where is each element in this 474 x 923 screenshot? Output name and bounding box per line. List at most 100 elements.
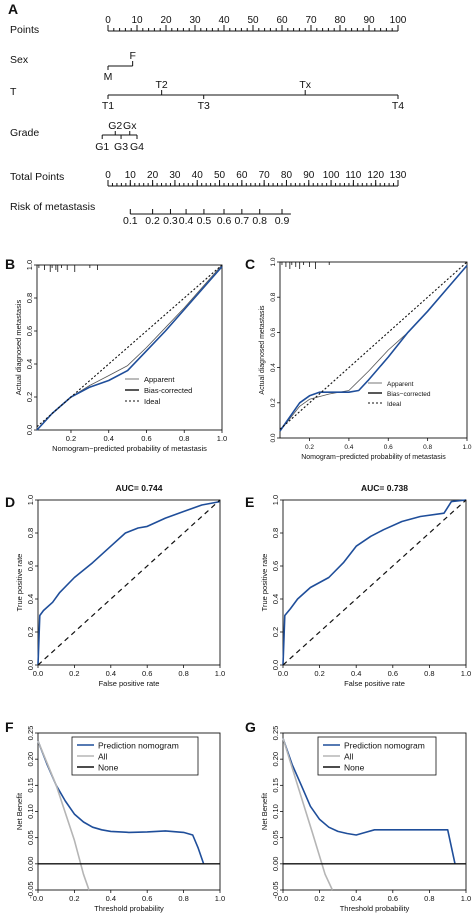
y-tick-label: 0.20 <box>271 752 280 767</box>
nomogram-tick-label: 90 <box>363 15 375 26</box>
nomogram-risk-label: 0.6 <box>217 215 232 227</box>
nomogram-tick-label: 120 <box>367 170 384 181</box>
legend-label: All <box>344 752 354 762</box>
nomogram-category-label: T3 <box>198 100 210 112</box>
y-tick-label: 0.0 <box>26 660 35 670</box>
nomogram-category-label: F <box>129 50 135 62</box>
nomogram-category-label: M <box>104 71 113 83</box>
panel-f: F 0.0 0.2 0.4 0.6 0.8 1.0 -0.05 0.00 0.05 0.10 0.15… <box>5 719 225 913</box>
y-tick-label: 0.8 <box>271 528 280 538</box>
x-tick-label: 0.2 <box>69 669 79 678</box>
x-tick-label: 0.6 <box>142 894 152 903</box>
nomogram-tick-label: 10 <box>125 170 137 181</box>
panel-e: E 0.0 0.2 0.4 0.6 0.8 1.0 0.0 0.2 0.4 0.6 0.8 1.0 Fal… <box>245 483 471 688</box>
y-tick-label: 0.05 <box>26 830 35 845</box>
legend-label: Prediction nomogram <box>98 741 179 751</box>
series-line-b-2 <box>36 264 223 428</box>
x-tick-label: 0.4 <box>344 444 353 451</box>
nomogram-category-label: G2 <box>108 120 122 132</box>
panel-letter-d: D <box>5 494 15 510</box>
panel-letter-g: G <box>245 719 256 735</box>
nomogram-category-label: T2 <box>156 79 168 91</box>
y-tick-label: 0.15 <box>26 778 35 793</box>
y-axis-label: True positive rate <box>260 554 269 612</box>
y-tick-label: 0.10 <box>26 804 35 819</box>
y-tick-label: 0.20 <box>26 752 35 767</box>
y-tick-label: 0.0 <box>25 425 34 435</box>
legend-label: Apparent <box>144 375 175 384</box>
plot-frame-d <box>37 499 221 666</box>
x-tick-label: 1.0 <box>461 669 471 678</box>
nomogram-tick-label: 60 <box>236 170 248 181</box>
nomogram-risk-label: 0.1 <box>123 215 138 227</box>
x-tick-label: 0.6 <box>388 894 398 903</box>
x-tick-label: 0.4 <box>351 669 361 678</box>
chart-title: AUC= 0.738 <box>361 483 408 493</box>
nomogram-category-label: Gx <box>123 120 137 132</box>
x-tick-label: 0.8 <box>178 894 188 903</box>
x-tick-label: 0.6 <box>141 434 151 443</box>
series-line-b-1 <box>36 266 223 431</box>
y-tick-label: 1.0 <box>25 260 34 270</box>
nomogram-category-label: G4 <box>130 141 144 153</box>
x-tick-label: 0.6 <box>384 444 393 451</box>
nomogram-tick-label: 30 <box>169 170 181 181</box>
nomogram-tick-label: 110 <box>345 170 361 181</box>
nomogram-tick-label: 10 <box>131 15 143 26</box>
y-tick-label: 0.2 <box>270 398 277 407</box>
nomogram-tick-label: 50 <box>214 170 226 181</box>
y-axis-label: Net Benefit <box>15 792 24 830</box>
nomogram-label-points: Points <box>10 24 39 36</box>
nomogram-tick-label: 0 <box>105 170 111 181</box>
x-tick-label: 0.8 <box>424 894 434 903</box>
x-axis-label: Nomogram−predicted probability of metast… <box>52 444 207 453</box>
x-tick-label: 0.4 <box>351 894 361 903</box>
nomogram-tick-label: 0 <box>105 15 111 26</box>
plot-frame-e <box>282 499 467 666</box>
y-axis-label: True positive rate <box>15 554 24 612</box>
y-tick-label: 0.25 <box>271 726 280 741</box>
x-tick-label: 0.0 <box>278 894 288 903</box>
y-tick-label: 0.4 <box>25 359 34 369</box>
panel-c: C 0.2 0.4 0.6 0.8 1.0 0.0 0.2 0.4 0.6 0.8 1.0 Nomogr… <box>245 256 472 461</box>
series-line-e-0 <box>282 499 467 666</box>
x-tick-label: 0.2 <box>314 894 324 903</box>
panel-letter-b: B <box>5 256 15 272</box>
nomogram-category-label: T1 <box>102 100 114 112</box>
panel-b: B 0.2 0.4 0.6 0.8 1.0 0.0 0.2 0.4 0.6 0.8 1.0 Nomogr… <box>5 256 227 453</box>
x-tick-label: 0.0 <box>33 894 43 903</box>
plot-frame-c <box>279 261 468 439</box>
nomogram-tick-label: 100 <box>390 15 407 26</box>
x-tick-label: 0.6 <box>142 669 152 678</box>
nomogram-tick-label: 80 <box>281 170 293 181</box>
x-tick-label: 0.2 <box>305 444 314 451</box>
nomogram-tick-label: 50 <box>247 15 259 26</box>
y-tick-label: 0.6 <box>25 326 34 336</box>
series-line-e-1 <box>282 499 467 666</box>
y-tick-label: 0.15 <box>271 778 280 793</box>
y-tick-label: 1.0 <box>271 495 280 505</box>
y-tick-label: 0.10 <box>271 804 280 819</box>
nomogram-risk-label: 0.9 <box>275 215 290 227</box>
nomogram-tick-label: 40 <box>192 170 204 181</box>
y-tick-label: 1.0 <box>26 495 35 505</box>
series-line-g-1 <box>282 737 334 891</box>
y-tick-label: 0.2 <box>271 627 280 637</box>
legend-label: Ideal <box>387 401 402 408</box>
y-tick-label: 0.8 <box>26 528 35 538</box>
y-tick-label: 0.0 <box>270 433 277 442</box>
y-tick-label: 0.8 <box>270 292 277 301</box>
x-axis-label: False positive rate <box>99 679 160 688</box>
x-tick-label: 0.8 <box>423 444 432 451</box>
nomogram-category-label: Tx <box>299 79 311 91</box>
y-tick-label: 0.4 <box>271 594 280 604</box>
panel-letter-f: F <box>5 719 14 735</box>
nomogram-tick-label: 20 <box>160 15 172 26</box>
y-tick-label: 0.00 <box>26 857 35 872</box>
nomogram-tick-label: 60 <box>276 15 288 26</box>
series-line-c-0 <box>279 265 468 432</box>
series-line-f-1 <box>37 740 90 891</box>
panel-letter-c: C <box>245 256 255 272</box>
nomogram-category-label: T4 <box>392 100 404 112</box>
